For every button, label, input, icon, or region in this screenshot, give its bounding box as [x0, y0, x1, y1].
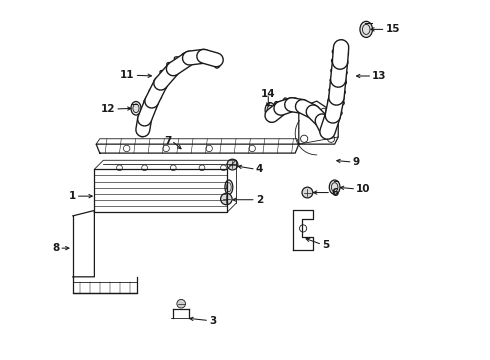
Text: 11: 11 [120, 70, 135, 80]
Ellipse shape [267, 109, 275, 122]
Text: 12: 12 [100, 104, 115, 114]
Text: 9: 9 [353, 157, 360, 167]
Text: 14: 14 [261, 89, 275, 99]
Ellipse shape [329, 180, 340, 194]
Circle shape [227, 159, 238, 170]
Ellipse shape [225, 180, 233, 194]
Text: 3: 3 [209, 316, 217, 325]
Text: 8: 8 [52, 243, 59, 253]
Ellipse shape [265, 103, 275, 118]
Ellipse shape [213, 54, 221, 68]
Text: 10: 10 [356, 184, 370, 194]
Text: 7: 7 [164, 136, 171, 145]
Text: 2: 2 [256, 195, 263, 205]
Circle shape [220, 193, 232, 205]
Text: 15: 15 [386, 24, 400, 35]
Ellipse shape [139, 124, 146, 137]
Text: 5: 5 [322, 239, 329, 249]
Ellipse shape [337, 40, 346, 51]
Ellipse shape [131, 102, 141, 115]
Ellipse shape [360, 21, 372, 37]
Circle shape [177, 300, 186, 308]
Circle shape [302, 187, 313, 198]
Text: 6: 6 [331, 188, 338, 198]
Text: 1: 1 [69, 191, 76, 201]
Text: 13: 13 [372, 71, 387, 81]
Text: 4: 4 [256, 164, 263, 174]
